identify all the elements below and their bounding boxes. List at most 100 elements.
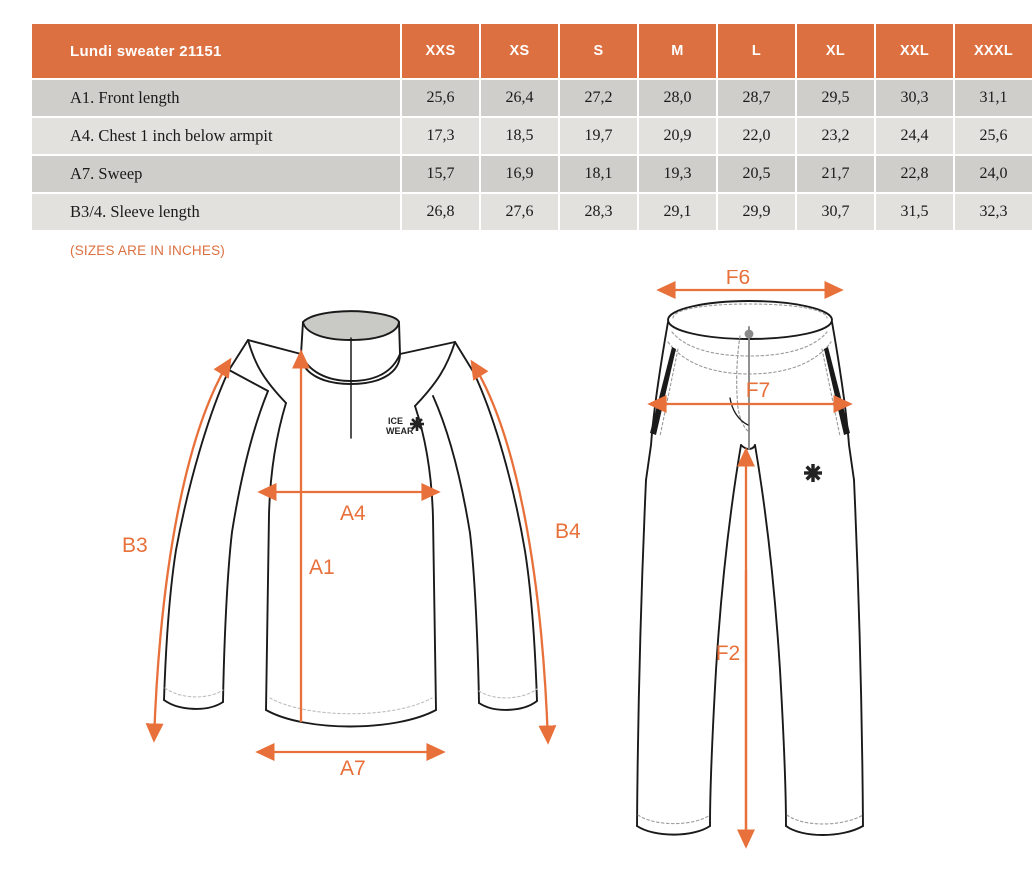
waistband-inner [672, 303, 828, 319]
row-label-a1: A1. Front length [32, 80, 400, 116]
sweater-measurement-labels: A1 A4 A7 B3 B4 [122, 502, 581, 780]
cell-a4-xxs: 17,3 [402, 118, 479, 154]
cell-a7-xxl: 22,8 [876, 156, 953, 192]
cell-a4-m: 20,9 [639, 118, 716, 154]
cell-a7-xxs: 15,7 [402, 156, 479, 192]
cell-a7-m: 19,3 [639, 156, 716, 192]
cell-a1-s: 27,2 [560, 80, 637, 116]
right-hem-stitch [786, 814, 864, 825]
row-label-a7: A7. Sweep [32, 156, 400, 192]
left-sleeve-inner [222, 390, 269, 703]
column-header-xxl: XXL [876, 24, 953, 78]
table-row: A7. Sweep 15,7 16,9 18,1 19,3 20,5 21,7 … [32, 156, 1032, 192]
cell-b34-s: 28,3 [560, 194, 637, 230]
left-raglan-seam [247, 339, 287, 404]
technical-drawings-area: ICE WEAR [0, 270, 1036, 888]
left-pocket-edge [659, 348, 679, 437]
size-chart-table: Lundi sweater 21151 XXS XS S M L XL XXL … [30, 22, 1034, 232]
body-hem [265, 709, 437, 728]
cell-a4-s: 19,7 [560, 118, 637, 154]
right-hem [785, 825, 864, 836]
cell-a4-xxxl: 25,6 [955, 118, 1032, 154]
column-header-xl: XL [797, 24, 874, 78]
left-shoulder-seam [228, 339, 302, 392]
column-header-xs: XS [481, 24, 558, 78]
cell-a7-xs: 16,9 [481, 156, 558, 192]
hem-stitch-line [269, 697, 433, 715]
label-b3: B3 [122, 534, 148, 557]
label-a7: A7 [340, 757, 366, 780]
right-cuff [478, 700, 538, 711]
units-note: (SIZES ARE IN INCHES) [70, 243, 225, 258]
right-side-seam [831, 321, 855, 481]
column-header-xxxl: XXXL [955, 24, 1032, 78]
cell-a1-xxxl: 31,1 [955, 80, 1032, 116]
left-leg-inner [709, 444, 742, 827]
table-title-cell: Lundi sweater 21151 [32, 24, 400, 78]
right-shoulder-seam [399, 341, 475, 374]
size-chart-table-container: Lundi sweater 21151 XXS XS S M L XL XXL … [30, 22, 1032, 232]
sweater-measurement-arrows [145, 349, 557, 761]
arrow-b4 [470, 359, 557, 745]
column-header-m: M [639, 24, 716, 78]
row-label-b34: B3/4. Sleeve length [32, 194, 400, 230]
cell-b34-xl: 30,7 [797, 194, 874, 230]
logo-text-line1: ICE [388, 416, 403, 426]
pants-measurement-arrows [647, 281, 853, 849]
left-leg-outer [636, 479, 647, 827]
arrow-b3 [145, 357, 232, 743]
right-pocket [824, 347, 850, 435]
cell-b34-l: 29,9 [718, 194, 795, 230]
crotch-point [740, 444, 756, 450]
right-cuff-edge [478, 688, 538, 699]
cell-a4-xs: 18,5 [481, 118, 558, 154]
column-header-xxs: XXS [402, 24, 479, 78]
cell-a1-xs: 26,4 [481, 80, 558, 116]
label-a1: A1 [309, 556, 335, 579]
cell-a7-l: 20,5 [718, 156, 795, 192]
cell-a1-xxs: 25,6 [402, 80, 479, 116]
pants-technical-drawing: F6 F7 F2 [636, 270, 864, 849]
column-header-s: S [560, 24, 637, 78]
cell-a7-xl: 21,7 [797, 156, 874, 192]
cell-a7-s: 18,1 [560, 156, 637, 192]
cell-a1-l: 28,7 [718, 80, 795, 116]
cell-b34-xs: 27,6 [481, 194, 558, 230]
snowflake-logo-icon [804, 464, 822, 482]
table-row: A4. Chest 1 inch below armpit 17,3 18,5 … [32, 118, 1032, 154]
label-a4: A4 [340, 502, 366, 525]
cell-a4-xxl: 24,4 [876, 118, 953, 154]
left-hem [636, 825, 711, 836]
table-row: A1. Front length 25,6 26,4 27,2 28,0 28,… [32, 80, 1032, 116]
column-header-l: L [718, 24, 795, 78]
pants-measurement-labels: F6 F7 F2 [716, 270, 771, 665]
logo-text-line2: WEAR [386, 426, 414, 436]
cell-a4-l: 22,0 [718, 118, 795, 154]
cell-a1-xl: 29,5 [797, 80, 874, 116]
table-header-row: Lundi sweater 21151 XXS XS S M L XL XXL … [32, 24, 1032, 78]
right-raglan-seam [414, 341, 456, 407]
left-side-seam [645, 321, 669, 481]
table-row: B3/4. Sleeve length 26,8 27,6 28,3 29,1 … [32, 194, 1032, 230]
cell-b34-xxl: 31,5 [876, 194, 953, 230]
pants-garment-outline [636, 300, 864, 836]
cell-b34-m: 29,1 [639, 194, 716, 230]
cell-a4-xl: 23,2 [797, 118, 874, 154]
table-body: A1. Front length 25,6 26,4 27,2 28,0 28,… [32, 80, 1032, 230]
left-cuff [163, 699, 224, 710]
cell-a1-xxl: 30,3 [876, 80, 953, 116]
left-hem-stitch [637, 814, 711, 825]
cell-b34-xxxl: 32,3 [955, 194, 1032, 230]
collar-inner-fill [302, 310, 400, 341]
table-header: Lundi sweater 21151 XXS XS S M L XL XXL … [32, 24, 1032, 78]
left-cuff-edge [164, 687, 224, 698]
sweater-technical-drawing: ICE WEAR [122, 310, 581, 780]
right-leg-inner [754, 444, 787, 827]
cell-a1-m: 28,0 [639, 80, 716, 116]
label-b4: B4 [555, 520, 581, 543]
label-f6: F6 [726, 270, 751, 289]
ice-wear-logo: ICE WEAR [386, 416, 424, 436]
label-f2: F2 [716, 642, 741, 665]
snowflake-icon [410, 417, 424, 431]
right-leg-outer [853, 479, 864, 827]
